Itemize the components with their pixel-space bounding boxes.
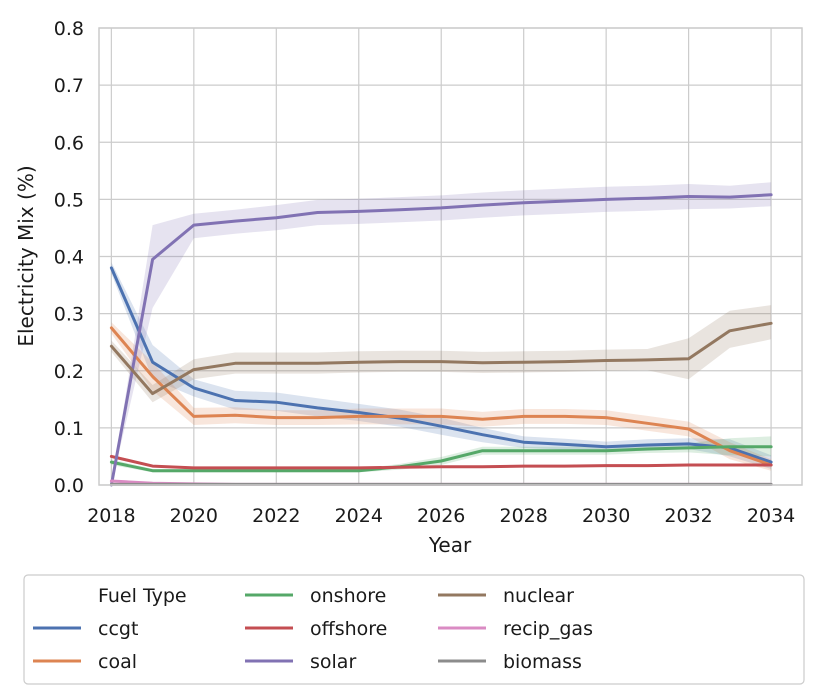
x-axis-label: Year (428, 533, 472, 557)
legend-item-recip_gas: recip_gas (438, 618, 593, 640)
y-tick-label: 0.0 (54, 475, 84, 497)
y-tick-label: 0.5 (54, 189, 84, 211)
legend-label-ccgt: ccgt (98, 618, 138, 640)
x-tick-labels: 2018 2020 2022 2024 2026 2028 2030 2032 2034 (87, 505, 795, 527)
legend-label-coal: coal (98, 651, 137, 673)
legend-item-onshore: onshore (245, 585, 386, 607)
y-tick-label: 0.2 (54, 361, 84, 383)
y-tick-label: 0.4 (54, 247, 84, 269)
series-line-offshore (109, 454, 773, 470)
legend-label-solar: solar (310, 651, 356, 673)
series-line-coal (109, 326, 773, 467)
legend: Fuel Type ccgt coal onshore offshore solar nu… (23, 574, 805, 685)
y-tick-label: 0.1 (54, 418, 84, 440)
x-tick-label: 2026 (417, 505, 465, 527)
plot-frame (98, 27, 803, 486)
x-tick-label: 2034 (747, 505, 795, 527)
series-line-onshore (109, 445, 773, 473)
y-tick-label: 0.6 (54, 132, 84, 154)
x-tick-label: 2020 (170, 505, 218, 527)
y-tick-label: 0.7 (54, 75, 84, 97)
y-tick-labels: 0.0 0.1 0.2 0.3 0.4 0.5 0.6 0.7 0.8 (54, 18, 84, 497)
series-line-solar (109, 193, 773, 487)
legend-item-biomass: biomass (438, 651, 582, 673)
legend-frame (23, 574, 805, 685)
x-tick-label: 2030 (582, 505, 630, 527)
legend-item-ccgt: ccgt (33, 618, 138, 640)
series-line-ccgt (109, 266, 773, 464)
x-tick-label: 2024 (335, 505, 383, 527)
legend-item-nuclear: nuclear (438, 585, 574, 607)
band-nuclear (111, 305, 772, 403)
x-tick-label: 2032 (664, 505, 712, 527)
x-tick-label: 2022 (252, 505, 300, 527)
legend-label-onshore: onshore (310, 585, 386, 607)
legend-label-nuclear: nuclear (503, 585, 574, 607)
y-axis-label: Electricity Mix (%) (14, 165, 38, 346)
x-tick-label: 2018 (87, 505, 135, 527)
legend-label-offshore: offshore (310, 618, 387, 640)
legend-entries: ccgt coal onshore offshore solar nuclear recip… (33, 585, 593, 673)
y-tick-label: 0.3 (54, 304, 84, 326)
series-line-nuclear (109, 321, 773, 396)
legend-label-recip_gas: recip_gas (503, 618, 593, 640)
legend-label-biomass: biomass (503, 651, 582, 673)
legend-item-coal: coal (33, 651, 137, 673)
legend-title: Fuel Type (98, 585, 187, 607)
legend-item-solar: solar (245, 651, 356, 673)
legend-item-offshore: offshore (245, 618, 387, 640)
x-tick-label: 2028 (500, 505, 548, 527)
y-tick-label: 0.8 (54, 18, 84, 40)
